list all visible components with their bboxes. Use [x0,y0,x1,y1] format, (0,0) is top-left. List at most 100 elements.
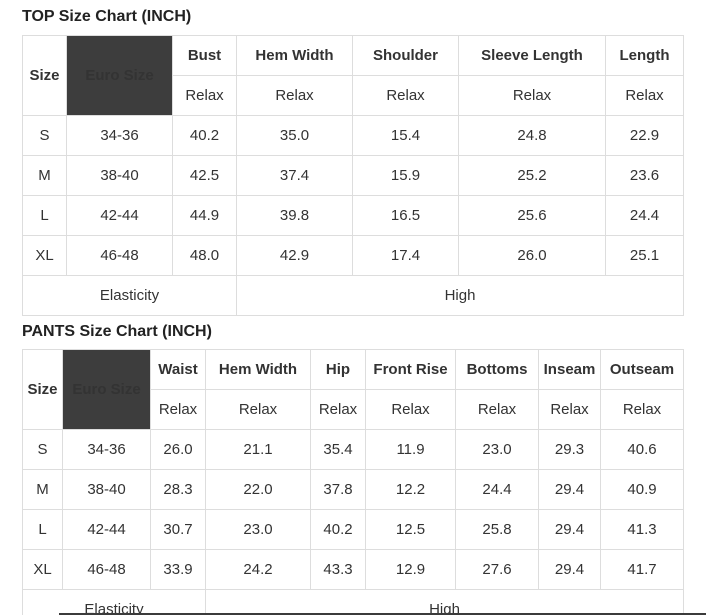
top-fit-row: Relax Relax Relax Relax Relax [23,75,684,116]
measurement-value: 23.6 [605,155,684,196]
fit-cell: Relax [605,75,684,116]
measurement-value: 40.2 [172,115,237,156]
top-header-row: Size Euro Size Bust Hem Width Shoulder S… [22,35,684,116]
measurement-value: 26.0 [150,429,206,470]
measurement-value: 33.9 [150,549,206,590]
table-row: XL 46-48 48.0 42.9 17.4 26.0 25.1 [22,235,684,276]
measurement-value: 41.7 [600,549,684,590]
measure-column-header: Length [605,35,684,76]
pants-size-table: Size Euro Size Waist Hem Width Hip Front… [22,349,684,615]
measure-column-header: Hip [310,349,366,390]
measurement-value: 43.3 [310,549,366,590]
measurement-value: 24.2 [205,549,311,590]
measurement-value: 27.6 [455,549,539,590]
elasticity-value: High [236,275,684,316]
euro-size-column-header: Euro Size [62,349,151,430]
measurement-value: 24.8 [458,115,606,156]
measurement-value: 44.9 [172,195,237,236]
table-row: S 34-36 26.0 21.1 35.4 11.9 23.0 29.3 40… [22,429,684,470]
measurement-value: 24.4 [455,469,539,510]
elasticity-label: Elasticity [22,589,206,615]
measurement-value: 40.6 [600,429,684,470]
fit-cell: Relax [205,389,311,430]
size-value: L [22,195,67,236]
pants-header-row: Size Euro Size Waist Hem Width Hip Front… [22,349,684,430]
measure-column-header: Outseam [600,349,684,390]
size-value: L [22,509,63,550]
fit-cell: Relax [455,389,539,430]
measurement-value: 26.0 [458,235,606,276]
measure-column-header: Bust [172,35,237,76]
measurement-value: 37.4 [236,155,353,196]
pants-chart-title: PANTS Size Chart (INCH) [22,323,212,340]
measurement-value: 15.4 [352,115,459,156]
euro-size-value: 46-48 [62,549,151,590]
fit-cell: Relax [310,389,366,430]
measurement-value: 25.6 [458,195,606,236]
measurement-value: 29.3 [538,429,601,470]
measurement-value: 48.0 [172,235,237,276]
measure-column-header: Sleeve Length [458,35,606,76]
fit-cell: Relax [538,389,601,430]
measurement-value: 22.9 [605,115,684,156]
size-value: M [22,155,67,196]
measurement-value: 39.8 [236,195,353,236]
elasticity-value: High [205,589,684,615]
measurement-value: 21.1 [205,429,311,470]
euro-size-value: 42-44 [66,195,173,236]
measurement-value: 17.4 [352,235,459,276]
fit-cell: Relax [352,75,459,116]
measurement-value: 12.9 [365,549,456,590]
measurement-value: 25.2 [458,155,606,196]
table-row: S 34-36 40.2 35.0 15.4 24.8 22.9 [22,115,684,156]
measurement-value: 28.3 [150,469,206,510]
measure-column-header: Shoulder [352,35,459,76]
table-row: XL 46-48 33.9 24.2 43.3 12.9 27.6 29.4 4… [22,549,684,590]
measurement-value: 16.5 [352,195,459,236]
cropped-dark-element [59,613,706,615]
measurement-value: 23.0 [205,509,311,550]
top-footer-row: Elasticity High [22,275,684,316]
euro-size-value: 34-36 [62,429,151,470]
measure-column-header: Inseam [538,349,601,390]
fit-cell: Relax [236,75,353,116]
fit-cell: Relax [458,75,606,116]
top-size-table: Size Euro Size Bust Hem Width Shoulder S… [22,35,684,316]
measurement-value: 42.9 [236,235,353,276]
measurement-value: 25.8 [455,509,539,550]
fit-cell: Relax [150,389,206,430]
measurement-value: 37.8 [310,469,366,510]
measurement-value: 29.4 [538,469,601,510]
measurement-value: 12.5 [365,509,456,550]
size-value: XL [22,235,67,276]
measurement-value: 42.5 [172,155,237,196]
measurement-value: 15.9 [352,155,459,196]
size-value: M [22,469,63,510]
size-column-header: Size [22,35,67,116]
measurement-value: 41.3 [600,509,684,550]
top-chart-title: TOP Size Chart (INCH) [22,8,192,25]
pants-footer-row: Elasticity High [22,589,684,615]
size-value: S [22,429,63,470]
euro-size-value: 42-44 [62,509,151,550]
measurement-value: 29.4 [538,549,601,590]
fit-cell: Relax [600,389,684,430]
table-row: L 42-44 30.7 23.0 40.2 12.5 25.8 29.4 41… [22,509,684,550]
measure-column-header: Bottoms [455,349,539,390]
measure-column-header: Front Rise [365,349,456,390]
measurement-value: 40.9 [600,469,684,510]
measure-column-header: Hem Width [205,349,311,390]
measurement-value: 23.0 [455,429,539,470]
euro-size-column-header: Euro Size [66,35,173,116]
measurement-value: 25.1 [605,235,684,276]
measurement-value: 12.2 [365,469,456,510]
measurement-value: 29.4 [538,509,601,550]
euro-size-value: 38-40 [66,155,173,196]
measurement-value: 35.0 [236,115,353,156]
elasticity-label: Elasticity [22,275,237,316]
size-column-header: Size [22,349,63,430]
euro-size-value: 38-40 [62,469,151,510]
size-value: XL [22,549,63,590]
measurement-value: 30.7 [150,509,206,550]
